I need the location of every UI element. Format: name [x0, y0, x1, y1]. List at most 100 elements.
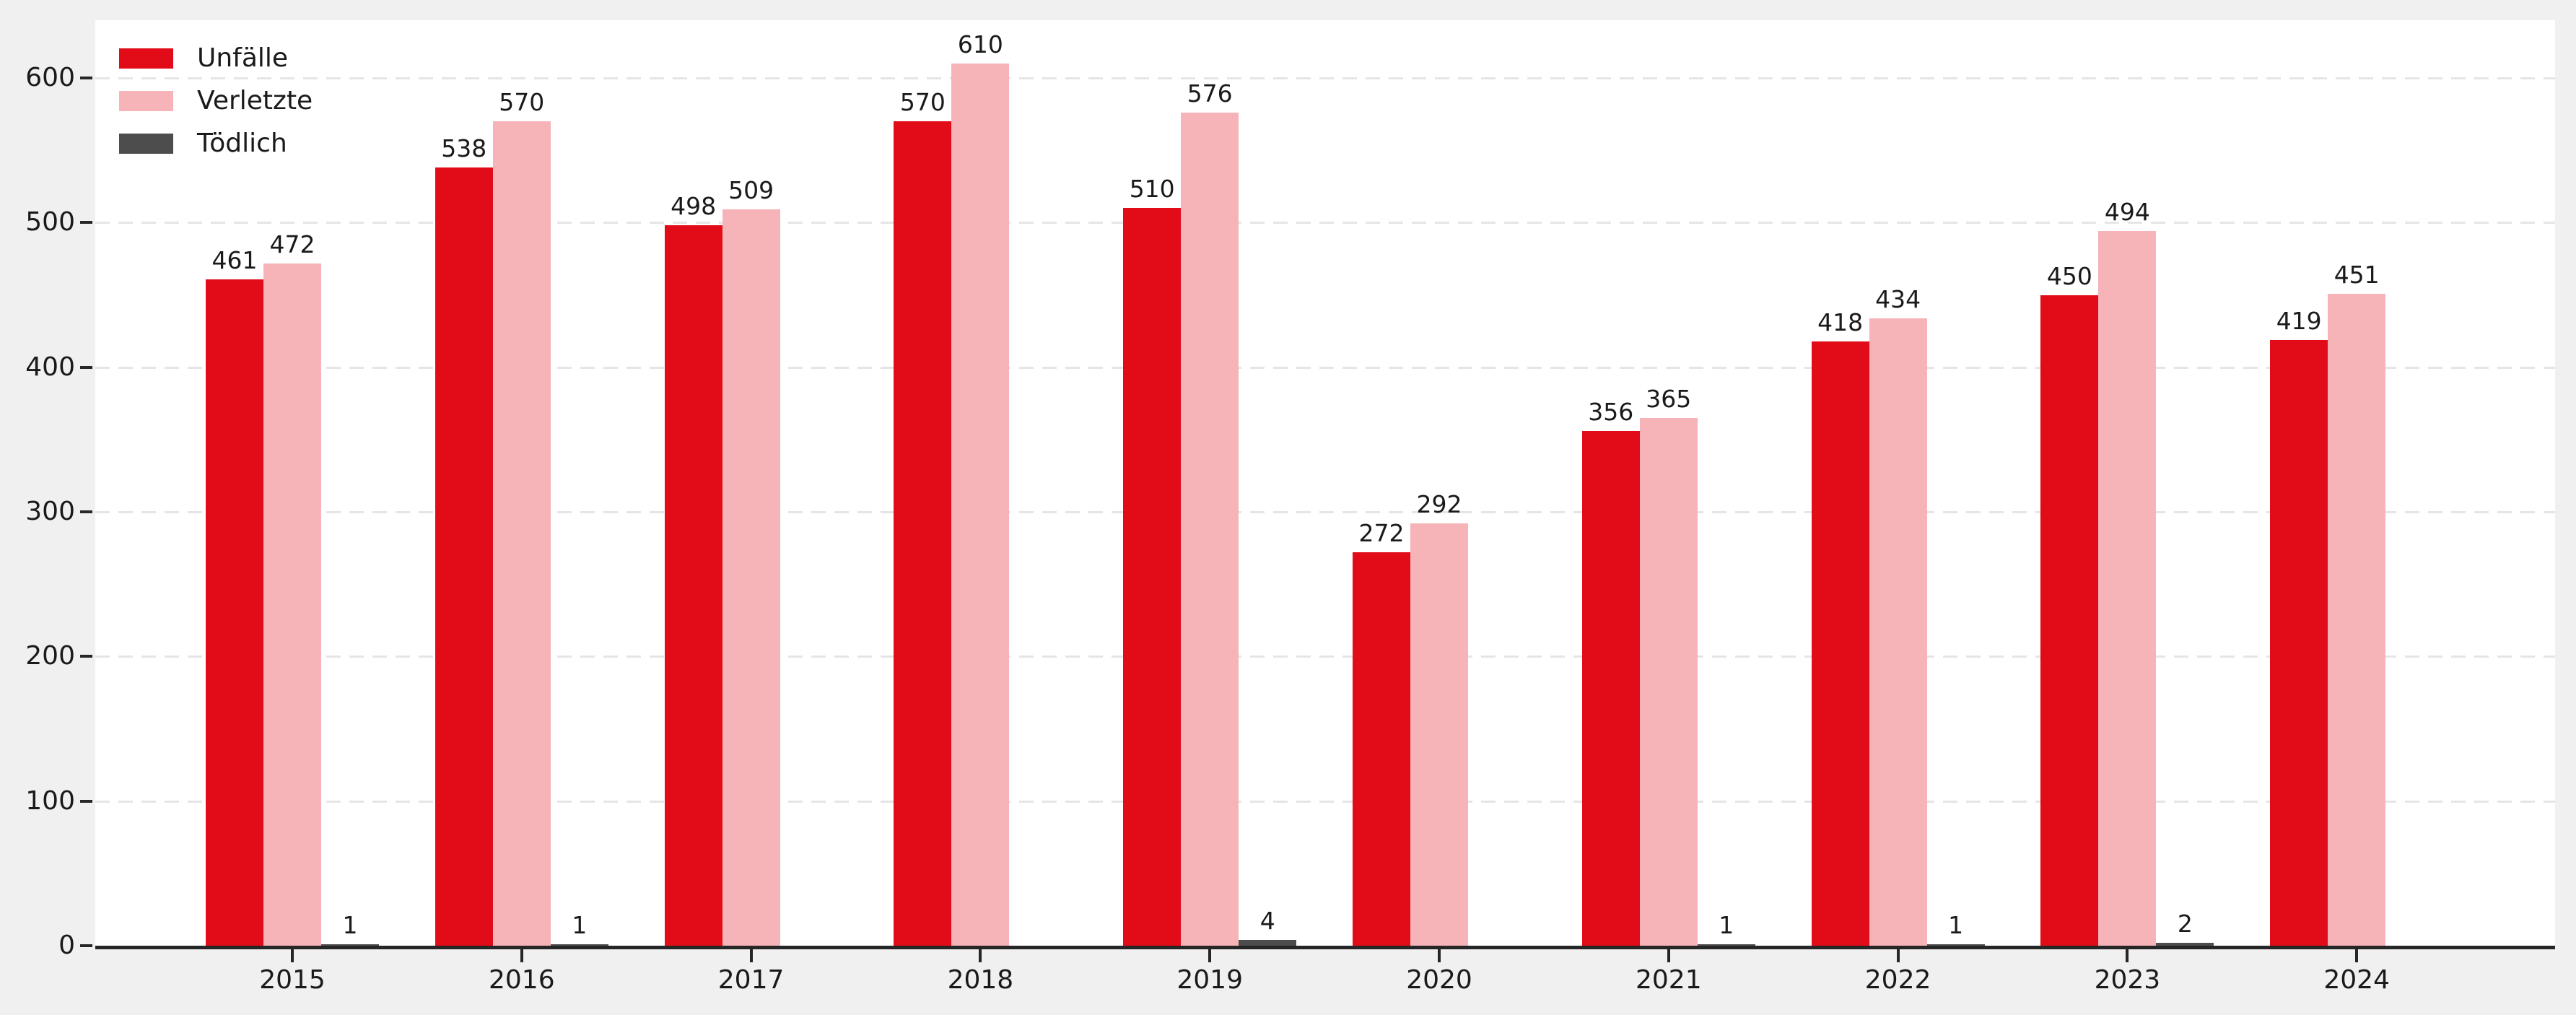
legend-swatch-unfaelle-icon	[119, 48, 173, 69]
bar-label-tödlich-2016: 1	[572, 910, 588, 939]
bar-label-verletzte-2022: 434	[1875, 284, 1921, 313]
legend-item-unfaelle: Unfälle	[119, 44, 313, 73]
legend-label-toedlich: Tödlich	[197, 128, 287, 158]
y-tick-label-0: 0	[58, 931, 75, 960]
bar-unfälle-2023	[2040, 295, 2099, 946]
bar-label-verletzte-2015: 472	[269, 230, 315, 258]
bar-verletzte-2020	[1410, 523, 1468, 946]
y-tick-label-200: 200	[25, 641, 75, 671]
bar-unfälle-2018	[894, 121, 952, 946]
bar-label-verletzte-2020: 292	[1416, 490, 1462, 519]
bar-label-unfälle-2016: 538	[441, 134, 487, 163]
bar-label-unfälle-2019: 510	[1129, 175, 1175, 204]
grid-line-100	[95, 800, 2555, 803]
x-tick-mark-2019	[1208, 949, 1212, 962]
bar-tödlich-2021	[1697, 944, 1755, 946]
legend-label-unfaelle: Unfälle	[197, 43, 289, 73]
y-tick-mark-500	[80, 221, 92, 225]
bar-unfälle-2022	[1811, 341, 1869, 946]
x-tick-label-2017: 2017	[717, 965, 785, 995]
bar-tödlich-2022	[1926, 944, 1985, 946]
bar-tödlich-2016	[550, 944, 608, 946]
x-tick-label-2022: 2022	[1864, 965, 1931, 995]
x-tick-label-2019: 2019	[1176, 965, 1243, 995]
bar-label-unfälle-2017: 498	[671, 192, 717, 221]
bar-verletzte-2023	[2098, 231, 2157, 946]
bar-unfälle-2017	[664, 225, 722, 946]
bar-label-verletzte-2019: 576	[1187, 79, 1233, 108]
legend-swatch-toedlich-icon	[119, 134, 173, 154]
bar-label-tödlich-2022: 1	[1948, 910, 1964, 939]
bar-tödlich-2019	[1239, 939, 1297, 946]
grid-line-300	[95, 511, 2555, 514]
x-tick-mark-2016	[520, 949, 523, 962]
bar-verletzte-2018	[951, 64, 1010, 946]
bar-unfälle-2019	[1123, 208, 1182, 946]
x-tick-label-2024: 2024	[2323, 965, 2390, 995]
bar-verletzte-2019	[1181, 113, 1239, 946]
bar-label-unfälle-2020: 272	[1358, 519, 1405, 548]
bar-label-unfälle-2024: 419	[2276, 306, 2322, 335]
bar-label-tödlich-2021: 1	[1719, 910, 1734, 939]
bar-verletzte-2015	[263, 263, 321, 946]
legend: Unfälle Verletzte Tödlich	[119, 44, 313, 158]
bar-verletzte-2017	[722, 209, 780, 946]
x-tick-label-2015: 2015	[259, 965, 326, 995]
bar-tödlich-2023	[2156, 942, 2214, 946]
bar-unfälle-2024	[2270, 339, 2328, 946]
x-tick-mark-2020	[1438, 949, 1441, 962]
bar-verletzte-2022	[1869, 318, 1927, 946]
grid-line-600	[95, 77, 2555, 80]
x-tick-mark-2024	[2355, 949, 2359, 962]
bar-label-verletzte-2018: 610	[957, 30, 1003, 59]
x-tick-label-2023: 2023	[2094, 965, 2161, 995]
x-tick-label-2020: 2020	[1406, 965, 1472, 995]
y-tick-mark-0	[80, 944, 92, 947]
bar-label-verletzte-2024: 451	[2333, 260, 2380, 289]
bar-label-verletzte-2016: 570	[499, 88, 545, 117]
legend-item-verletzte: Verletzte	[119, 87, 313, 116]
bar-label-verletzte-2017: 509	[728, 176, 774, 205]
x-tick-mark-2017	[749, 949, 753, 962]
grid-line-500	[95, 222, 2555, 225]
x-tick-mark-2023	[2126, 949, 2129, 962]
bar-label-tödlich-2015: 1	[342, 910, 358, 939]
x-tick-mark-2015	[291, 949, 294, 962]
grid-line-200	[95, 655, 2555, 658]
bar-label-unfälle-2015: 461	[211, 245, 258, 274]
bar-label-unfälle-2022: 418	[1817, 308, 1864, 336]
grid-line-400	[95, 366, 2555, 369]
bar-label-verletzte-2021: 365	[1646, 384, 1692, 413]
x-tick-label-2021: 2021	[1635, 965, 1702, 995]
bar-unfälle-2020	[1353, 552, 1410, 946]
y-tick-mark-600	[80, 77, 92, 80]
y-tick-mark-300	[80, 510, 92, 514]
legend-swatch-verletzte-icon	[119, 91, 173, 111]
bar-label-tödlich-2019: 4	[1259, 906, 1275, 935]
y-tick-label-100: 100	[25, 785, 75, 816]
y-tick-label-400: 400	[25, 352, 75, 382]
y-tick-mark-200	[80, 655, 92, 658]
y-tick-label-500: 500	[25, 207, 75, 238]
bar-label-unfälle-2021: 356	[1588, 397, 1634, 426]
x-tick-label-2016: 2016	[488, 965, 555, 995]
legend-label-verletzte: Verletzte	[197, 86, 313, 116]
x-axis-line	[95, 946, 2555, 949]
bar-label-unfälle-2018: 570	[899, 88, 946, 117]
bar-unfälle-2015	[206, 279, 263, 946]
legend-item-toedlich: Tödlich	[119, 129, 313, 158]
plot-area: Unfälle Verletzte Tödlich 461 472 1 538 570 1…	[95, 20, 2555, 946]
bar-label-verletzte-2023: 494	[2104, 198, 2150, 227]
y-tick-label-600: 600	[25, 63, 75, 93]
x-tick-mark-2022	[1896, 949, 1900, 962]
x-tick-mark-2018	[979, 949, 982, 962]
x-tick-mark-2021	[1667, 949, 1670, 962]
bar-label-unfälle-2023: 450	[2046, 261, 2092, 290]
bar-unfälle-2016	[435, 167, 493, 946]
x-tick-label-2018: 2018	[947, 965, 1014, 995]
bar-unfälle-2021	[1581, 430, 1640, 946]
bar-label-tödlich-2023: 2	[2177, 909, 2193, 938]
y-tick-mark-100	[80, 799, 92, 803]
bar-verletzte-2024	[2328, 293, 2386, 946]
